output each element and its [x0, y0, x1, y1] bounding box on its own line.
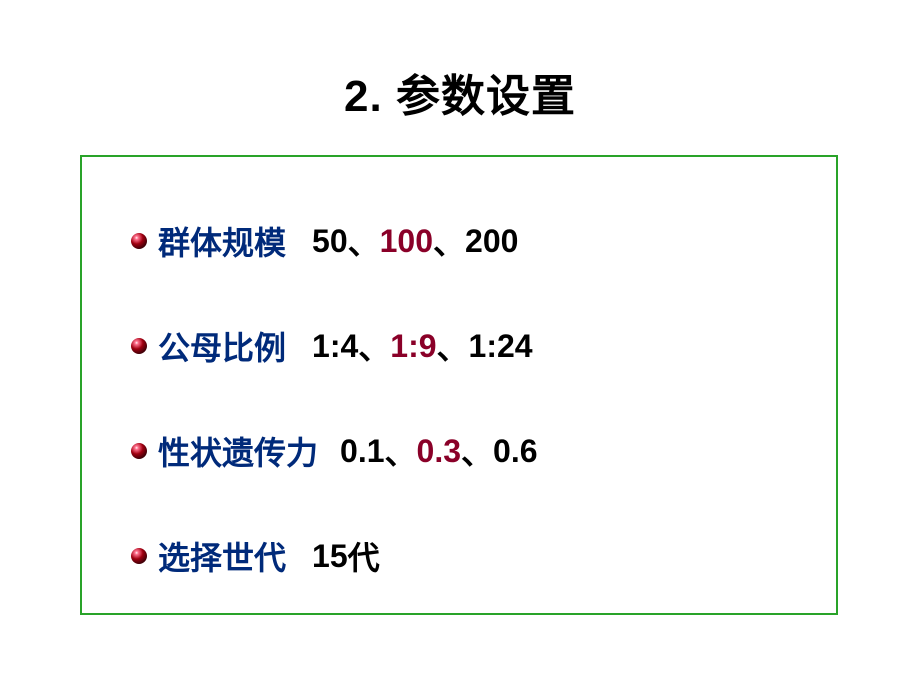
bullet-icon: [130, 442, 148, 460]
separator: 、: [437, 323, 469, 369]
slide: 2. 参数设置 群体规模50、100、200 公母比例1:4、1:9、1:24: [0, 0, 920, 690]
param-value: 1:4: [312, 328, 358, 365]
param-value-highlight: 0.3: [417, 433, 461, 470]
param-item: 选择世代 15代: [130, 533, 380, 579]
param-value: 1:24: [469, 328, 533, 365]
param-value: 200: [465, 223, 518, 260]
param-value-highlight: 1:9: [390, 328, 436, 365]
slide-title: 2. 参数设置: [0, 0, 920, 124]
param-item: 性状遗传力0.1、0.3、0.6: [130, 428, 538, 474]
separator: 、: [461, 428, 493, 474]
param-value: 0.1: [340, 433, 384, 470]
param-label: 选择世代: [158, 533, 286, 579]
param-value-highlight: 100: [380, 223, 433, 260]
bullet-icon: [130, 547, 148, 565]
param-label: 性状遗传力: [158, 428, 318, 474]
param-label: 公母比例: [158, 323, 286, 369]
param-value: 0.6: [493, 433, 537, 470]
param-value: 代: [348, 533, 380, 579]
bullet-icon: [130, 337, 148, 355]
param-value: 15: [312, 538, 348, 575]
param-label: 群体规模: [158, 218, 286, 264]
separator: 、: [385, 428, 417, 474]
separator: 、: [433, 218, 465, 264]
param-value: 50: [312, 223, 348, 260]
param-item: 公母比例1:4、1:9、1:24: [130, 323, 533, 369]
bullet-icon: [130, 232, 148, 250]
separator: 、: [358, 323, 390, 369]
param-item: 群体规模50、100、200: [130, 218, 518, 264]
separator: 、: [348, 218, 380, 264]
